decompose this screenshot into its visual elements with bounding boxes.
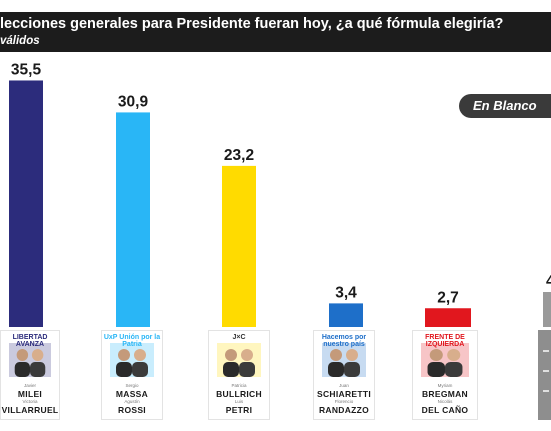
bar-bullrich [222, 165, 256, 327]
bar-massa [116, 112, 150, 327]
candidate-photo [110, 343, 154, 377]
candidate-name: BULLRICH [216, 389, 262, 399]
value-label-bregman: 2,7 [437, 289, 459, 306]
candidate-name: DEL CAÑO [421, 405, 469, 415]
candidate-first-name: Myriam [437, 383, 453, 388]
value-label-blanco: 4 [546, 273, 551, 290]
candidate-card-milei: LIBERTAD AVANZA Javier MILEI Victoria VILLAR… [0, 330, 60, 420]
bar-schiaretti [329, 303, 363, 327]
candidate-first-name: Luis [234, 399, 244, 404]
bar-blanco [543, 292, 551, 327]
bar-bregman [425, 308, 471, 327]
value-label-schiaretti: 3,4 [335, 284, 357, 301]
chart-title: lecciones generales para Presidente fuer… [0, 16, 504, 32]
value-label-milei: 35,5 [11, 61, 42, 78]
candidate-first-name: Sergio [125, 383, 139, 388]
bar-milei [9, 80, 43, 327]
candidate-name: MASSA [115, 389, 149, 399]
candidate-photo [322, 343, 366, 377]
chart-subtitle: válidos [0, 35, 40, 47]
party-logo: UxP Unión por la Patria [103, 334, 161, 348]
candidate-name: PETRI [225, 405, 253, 415]
candidate-name: BREGMAN [421, 389, 468, 399]
party-logo: J×C [232, 334, 246, 341]
top-strip [0, 0, 551, 12]
party-logo: LIBERTAD AVANZA [12, 334, 48, 348]
candidate-card-bregman: FRENTE DE IZQUIERDA Myriam BREGMAN Nicolás D… [412, 330, 478, 420]
blank-vote-card [538, 330, 551, 420]
party-logo: Hacemos por nuestro país [321, 334, 367, 348]
candidate-first-name: Florencio [334, 399, 354, 404]
party-logo: FRENTE DE IZQUIERDA [425, 334, 465, 348]
candidate-first-name: Patricia [231, 383, 247, 388]
candidate-name: RANDAZZO [318, 405, 370, 415]
candidate-name: VILLARRUEL [1, 405, 59, 415]
candidate-card-bullrich: J×C Patricia BULLRICH Luis PETRI [208, 330, 270, 420]
candidate-photo [421, 343, 469, 377]
candidate-name: ROSSI [118, 405, 146, 415]
candidate-card-schiaretti: Hacemos por nuestro país Juan SCHIARETTI Fl… [313, 330, 375, 420]
candidate-name: SCHIARETTI [317, 389, 371, 399]
en-blanco-badge: En Blanco [459, 94, 551, 118]
candidate-first-name: Juan [339, 383, 349, 388]
candidate-photo [9, 343, 51, 377]
candidate-first-name: Victoria [22, 399, 38, 404]
candidate-first-name: Nicolás [437, 399, 453, 404]
candidate-photo [217, 343, 261, 377]
candidate-name: MILEI [17, 389, 43, 399]
value-label-bullrich: 23,2 [224, 147, 254, 164]
candidate-first-name: Javier [23, 383, 36, 388]
candidate-card-massa: UxP Unión por la Patria Sergio MASSA Agustí… [101, 330, 163, 420]
bar-chart: 35,5 30,9 23,2 3,4 2,7 4 [9, 61, 551, 327]
candidate-first-name: Agustín [124, 399, 140, 404]
value-label-massa: 30,9 [118, 93, 149, 110]
